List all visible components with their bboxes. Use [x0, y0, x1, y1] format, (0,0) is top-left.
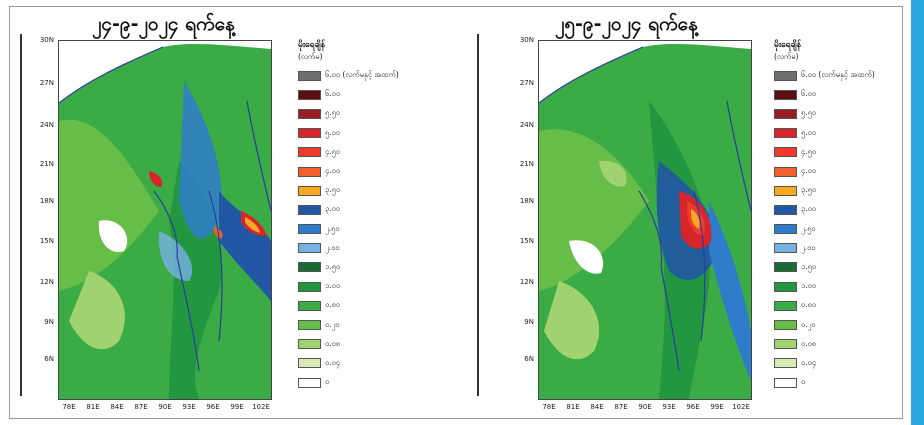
legend-item: ၃.၀၀: [774, 200, 894, 219]
lat-label: 9N: [44, 318, 54, 326]
lon-label: 81E: [566, 403, 580, 411]
lon-label: 84E: [110, 403, 124, 411]
legend-item: ၀.၂၀: [774, 315, 894, 334]
legend-item: ၀.၀၄: [774, 354, 894, 373]
legend-item: ၁.၅၀: [774, 258, 894, 277]
legend-item: ၆.၀၀ (လက်မနှင့် အထက်): [298, 66, 418, 85]
lon-label: 102E: [252, 403, 270, 411]
lon-label: 87E: [134, 403, 148, 411]
legend-unit: (လက်မ): [774, 52, 799, 61]
lat-label: 12N: [39, 278, 54, 286]
lat-label: 15N: [39, 237, 54, 245]
lat-label: 27N: [39, 79, 54, 87]
legend-item: ၆.၀၀: [298, 85, 418, 104]
legend-item: ၀.၀၈: [298, 335, 418, 354]
lon-label: 87E: [614, 403, 628, 411]
lat-label: 9N: [524, 318, 534, 326]
panel-right-map-graphic: [539, 41, 751, 399]
legend-item: ၂.၀၀: [774, 239, 894, 258]
lat-label: 21N: [519, 160, 534, 168]
panel-left-map-graphic: [59, 41, 271, 399]
side-accent-bar: [911, 0, 924, 425]
lon-label: 99E: [710, 403, 724, 411]
legend-item: ၄.၅၀: [298, 143, 418, 162]
panel-divider-line: [20, 34, 22, 396]
legend-item: ၂.၀၀: [298, 239, 418, 258]
lat-label: 12N: [519, 278, 534, 286]
lat-label: 15N: [519, 237, 534, 245]
legend-title: မိုးရေချိန်: [774, 40, 802, 50]
legend-item: ၁.၀၀: [298, 277, 418, 296]
lon-label: 90E: [638, 403, 652, 411]
lat-label: 6N: [524, 355, 534, 363]
lon-label: 90E: [158, 403, 172, 411]
panel-right-rainfall-map: [538, 40, 752, 400]
panel-right-title: ၂၅-၉-၂၀၂၄ ရက်နေ့: [555, 13, 698, 35]
lat-label: 24N: [39, 121, 54, 129]
panel-divider-line: [477, 34, 479, 396]
legend-item: ၀.၀၄: [298, 354, 418, 373]
legend-item: ၅.၀၀: [298, 124, 418, 143]
lon-label: 78E: [542, 403, 556, 411]
legend-item: ၅.၅၀: [298, 104, 418, 123]
legend-item: ၂.၅၀: [774, 220, 894, 239]
legend-item: ၀.၂၀: [298, 315, 418, 334]
legend-item: ၆.၀၀ (လက်မနှင့် အထက်): [774, 66, 894, 85]
lat-label: 18N: [519, 197, 534, 205]
legend-item: ၀: [298, 373, 418, 392]
panel-right-legend: မိုးရေချိန် (လက်မ) ၆.၀၀ (လက်မနှင့် အထက်)…: [774, 40, 894, 392]
legend-item: ၅.၀၀: [774, 124, 894, 143]
legend-item: ၆.၀၀: [774, 85, 894, 104]
legend-item: ၅.၅၀: [774, 104, 894, 123]
legend-item: ၃.၅၀: [298, 181, 418, 200]
lon-label: 78E: [62, 403, 76, 411]
legend-item: ၀.၈၀: [774, 296, 894, 315]
lat-label: 18N: [39, 197, 54, 205]
lat-label: 6N: [44, 355, 54, 363]
legend-item: ၀.၀၈: [774, 335, 894, 354]
lat-label: 24N: [519, 121, 534, 129]
lon-label: 93E: [182, 403, 196, 411]
lon-label: 96E: [206, 403, 220, 411]
legend-item: ၄.၀၀: [774, 162, 894, 181]
panel-left-rainfall-map: [58, 40, 272, 400]
lon-label: 84E: [590, 403, 604, 411]
legend-item: ၀: [774, 373, 894, 392]
legend-item: ၃.၀၀: [298, 200, 418, 219]
lon-label: 81E: [86, 403, 100, 411]
legend-unit: (လက်မ): [298, 52, 323, 61]
legend-title: မိုးရေချိန်: [298, 40, 326, 50]
lon-label: 93E: [662, 403, 676, 411]
lon-label: 102E: [732, 403, 750, 411]
panel-left-title: ၂၄-၉-၂၀၂၄ ရက်နေ့: [92, 13, 235, 35]
lat-label: 27N: [519, 79, 534, 87]
panel-left-legend: မိုးရေချိန် (လက်မ) ၆.၀၀ (လက်မနှင့် အထက်)…: [298, 40, 418, 392]
legend-item: ၁.၅၀: [298, 258, 418, 277]
legend-item: ၁.၀၀: [774, 277, 894, 296]
legend-item: ၀.၈၀: [298, 296, 418, 315]
lat-label: 30N: [39, 36, 54, 44]
lon-label: 99E: [230, 403, 244, 411]
lat-label: 21N: [39, 160, 54, 168]
lat-label: 30N: [519, 36, 534, 44]
legend-item: ၄.၀၀: [298, 162, 418, 181]
legend-item: ၄.၅၀: [774, 143, 894, 162]
legend-item: ၃.၅၀: [774, 181, 894, 200]
legend-item: ၂.၅၀: [298, 220, 418, 239]
lon-label: 96E: [686, 403, 700, 411]
